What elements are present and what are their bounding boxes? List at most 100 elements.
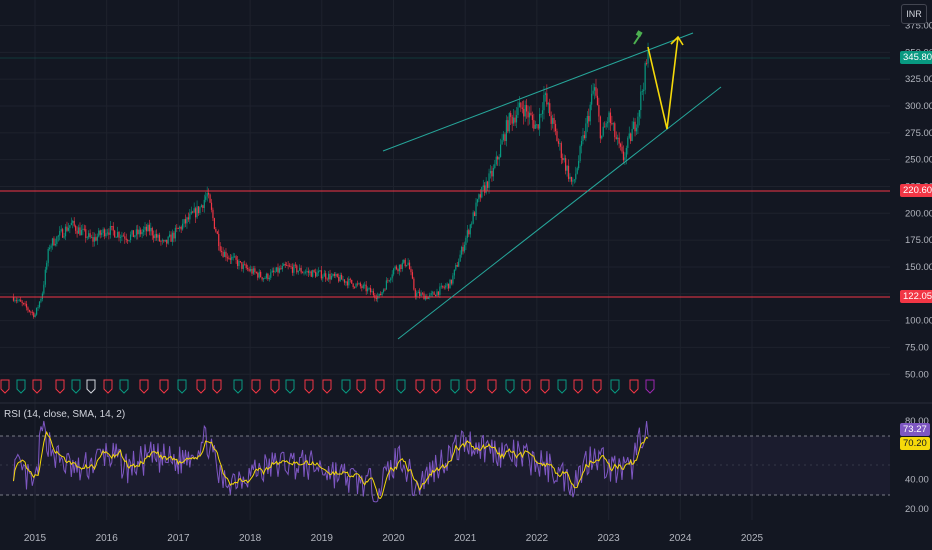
candle-body	[604, 126, 606, 128]
earnings-marker-icon[interactable]	[396, 379, 406, 394]
earnings-marker-icon[interactable]	[0, 379, 10, 394]
earnings-marker-icon[interactable]	[270, 379, 280, 394]
candle-body	[615, 137, 617, 139]
rsi-tick-label: 80.00	[905, 416, 929, 427]
time-tick-label: 2016	[96, 533, 119, 544]
last-price-badge: 345.80	[900, 51, 932, 64]
candle-body	[465, 237, 467, 245]
candle-body	[546, 93, 548, 105]
rsi-axis[interactable]: 80.00 40.00 20.00	[905, 416, 929, 515]
earnings-marker-icon[interactable]	[521, 379, 531, 394]
candle-body	[232, 256, 234, 258]
upper-channel-line[interactable]	[382, 32, 694, 152]
candle-body	[329, 273, 331, 280]
candle-body	[98, 230, 100, 237]
candle-body	[114, 230, 116, 238]
candle-body	[520, 102, 522, 108]
candle-body	[468, 230, 470, 235]
candle-body	[83, 228, 85, 230]
candle-body	[239, 261, 242, 263]
candle-body	[507, 120, 509, 132]
earnings-marker-icon[interactable]	[573, 379, 583, 394]
earnings-marker-icon[interactable]	[322, 379, 332, 394]
candle-body	[485, 181, 487, 193]
rsi-indicator-label[interactable]: RSI (14, close, SMA, 14, 2)	[4, 409, 126, 420]
candle-body	[27, 307, 29, 311]
earnings-marker-icon[interactable]	[16, 379, 26, 394]
earnings-marker-icon[interactable]	[233, 379, 243, 394]
earnings-marker-icon[interactable]	[32, 379, 42, 394]
candle-body	[349, 278, 351, 280]
currency-button[interactable]: INR	[901, 4, 927, 24]
candle-body	[536, 124, 538, 126]
candle-body	[488, 173, 490, 188]
earnings-marker-icon[interactable]	[304, 379, 314, 394]
candle-body	[475, 202, 477, 217]
candle-body	[354, 287, 356, 288]
candle-body	[112, 226, 114, 231]
earnings-marker-icon[interactable]	[196, 379, 206, 394]
candle-body	[500, 144, 502, 157]
rsi-tick-label: 40.00	[905, 475, 929, 486]
earnings-marker-icon[interactable]	[285, 379, 295, 394]
earnings-marker-icon[interactable]	[450, 379, 460, 394]
price-tick-label: 375.00	[905, 21, 932, 32]
projection-path[interactable]	[647, 36, 679, 130]
earnings-marker-icon[interactable]	[71, 379, 81, 394]
candle-body	[109, 226, 111, 235]
earnings-marker-icon[interactable]	[356, 379, 366, 394]
candle-body	[176, 227, 178, 229]
candle-body	[434, 294, 437, 297]
price-axis[interactable]: 375.00350.00325.00300.00275.00250.00225.…	[905, 21, 932, 381]
candle-body	[575, 173, 577, 180]
earnings-marker-icon[interactable]	[375, 379, 385, 394]
candle-body	[310, 271, 312, 277]
earnings-marker-icon[interactable]	[212, 379, 222, 394]
time-axis[interactable]: 2015 2016 2017 2018 2019 2020 2021 2022 2023 2024…	[24, 533, 764, 544]
candle-body	[40, 298, 42, 302]
candle-body	[563, 158, 565, 161]
earnings-marker-icon[interactable]	[592, 379, 602, 394]
candle-body	[400, 264, 402, 270]
earnings-marker-icon[interactable]	[341, 379, 351, 394]
earnings-marker-icon[interactable]	[466, 379, 476, 394]
candle-body	[163, 240, 165, 242]
candle-body	[62, 229, 64, 238]
earnings-marker-icon[interactable]	[103, 379, 113, 394]
candle-body	[301, 272, 304, 274]
earnings-marker-icon[interactable]	[177, 379, 187, 394]
candle-body	[460, 246, 463, 255]
flag-icon[interactable]	[633, 30, 643, 45]
earnings-marker-icon[interactable]	[86, 379, 96, 394]
earnings-marker-icon[interactable]	[645, 379, 655, 394]
candle-body	[484, 185, 486, 193]
candle-body	[447, 283, 450, 289]
earnings-marker-icon[interactable]	[610, 379, 620, 394]
candle-body	[593, 87, 596, 91]
earnings-marker-icon[interactable]	[629, 379, 639, 394]
candle-body	[210, 202, 213, 210]
earnings-marker-icon[interactable]	[487, 379, 497, 394]
earnings-marker-icon[interactable]	[557, 379, 567, 394]
candle-body	[514, 117, 516, 123]
time-tick-label: 2017	[167, 533, 190, 544]
earnings-marker-icon[interactable]	[415, 379, 425, 394]
earnings-marker-icon[interactable]	[119, 379, 129, 394]
candle-body	[144, 226, 146, 230]
candle-body	[576, 168, 578, 174]
earnings-marker-icon[interactable]	[540, 379, 550, 394]
candle-body	[359, 283, 361, 287]
candle-body	[586, 115, 588, 124]
candle-body	[381, 291, 383, 296]
candle-body	[99, 230, 101, 235]
earnings-marker-icon[interactable]	[55, 379, 65, 394]
earnings-marker-icon[interactable]	[139, 379, 149, 394]
earnings-marker-icon[interactable]	[505, 379, 515, 394]
earnings-marker-icon[interactable]	[159, 379, 169, 394]
earnings-marker-icon[interactable]	[251, 379, 261, 394]
candle-body	[560, 143, 562, 158]
candle-body	[192, 211, 194, 213]
earnings-marker-icon[interactable]	[431, 379, 441, 394]
candle-body	[367, 288, 369, 292]
